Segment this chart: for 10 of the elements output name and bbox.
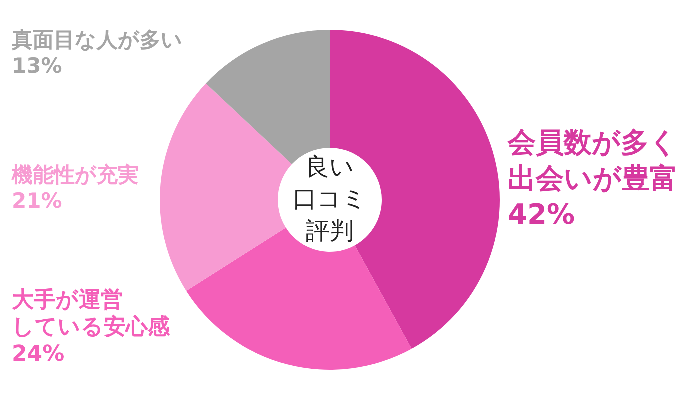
- slice-label: 機能性が充実: [11, 163, 139, 187]
- data-label: 13%: [12, 54, 62, 78]
- data-label: 42%: [508, 198, 576, 231]
- slice-label: 大手が運営している安心感: [12, 288, 171, 340]
- text: 良い口コミ評判: [293, 153, 367, 245]
- slice-label: 会員数が多く出会いが豊富: [507, 126, 678, 195]
- slice-label: 真面目な人が多い: [11, 28, 183, 52]
- data-label: 21%: [12, 189, 62, 213]
- data-label: 24%: [12, 342, 65, 367]
- donut-slice: [160, 84, 292, 292]
